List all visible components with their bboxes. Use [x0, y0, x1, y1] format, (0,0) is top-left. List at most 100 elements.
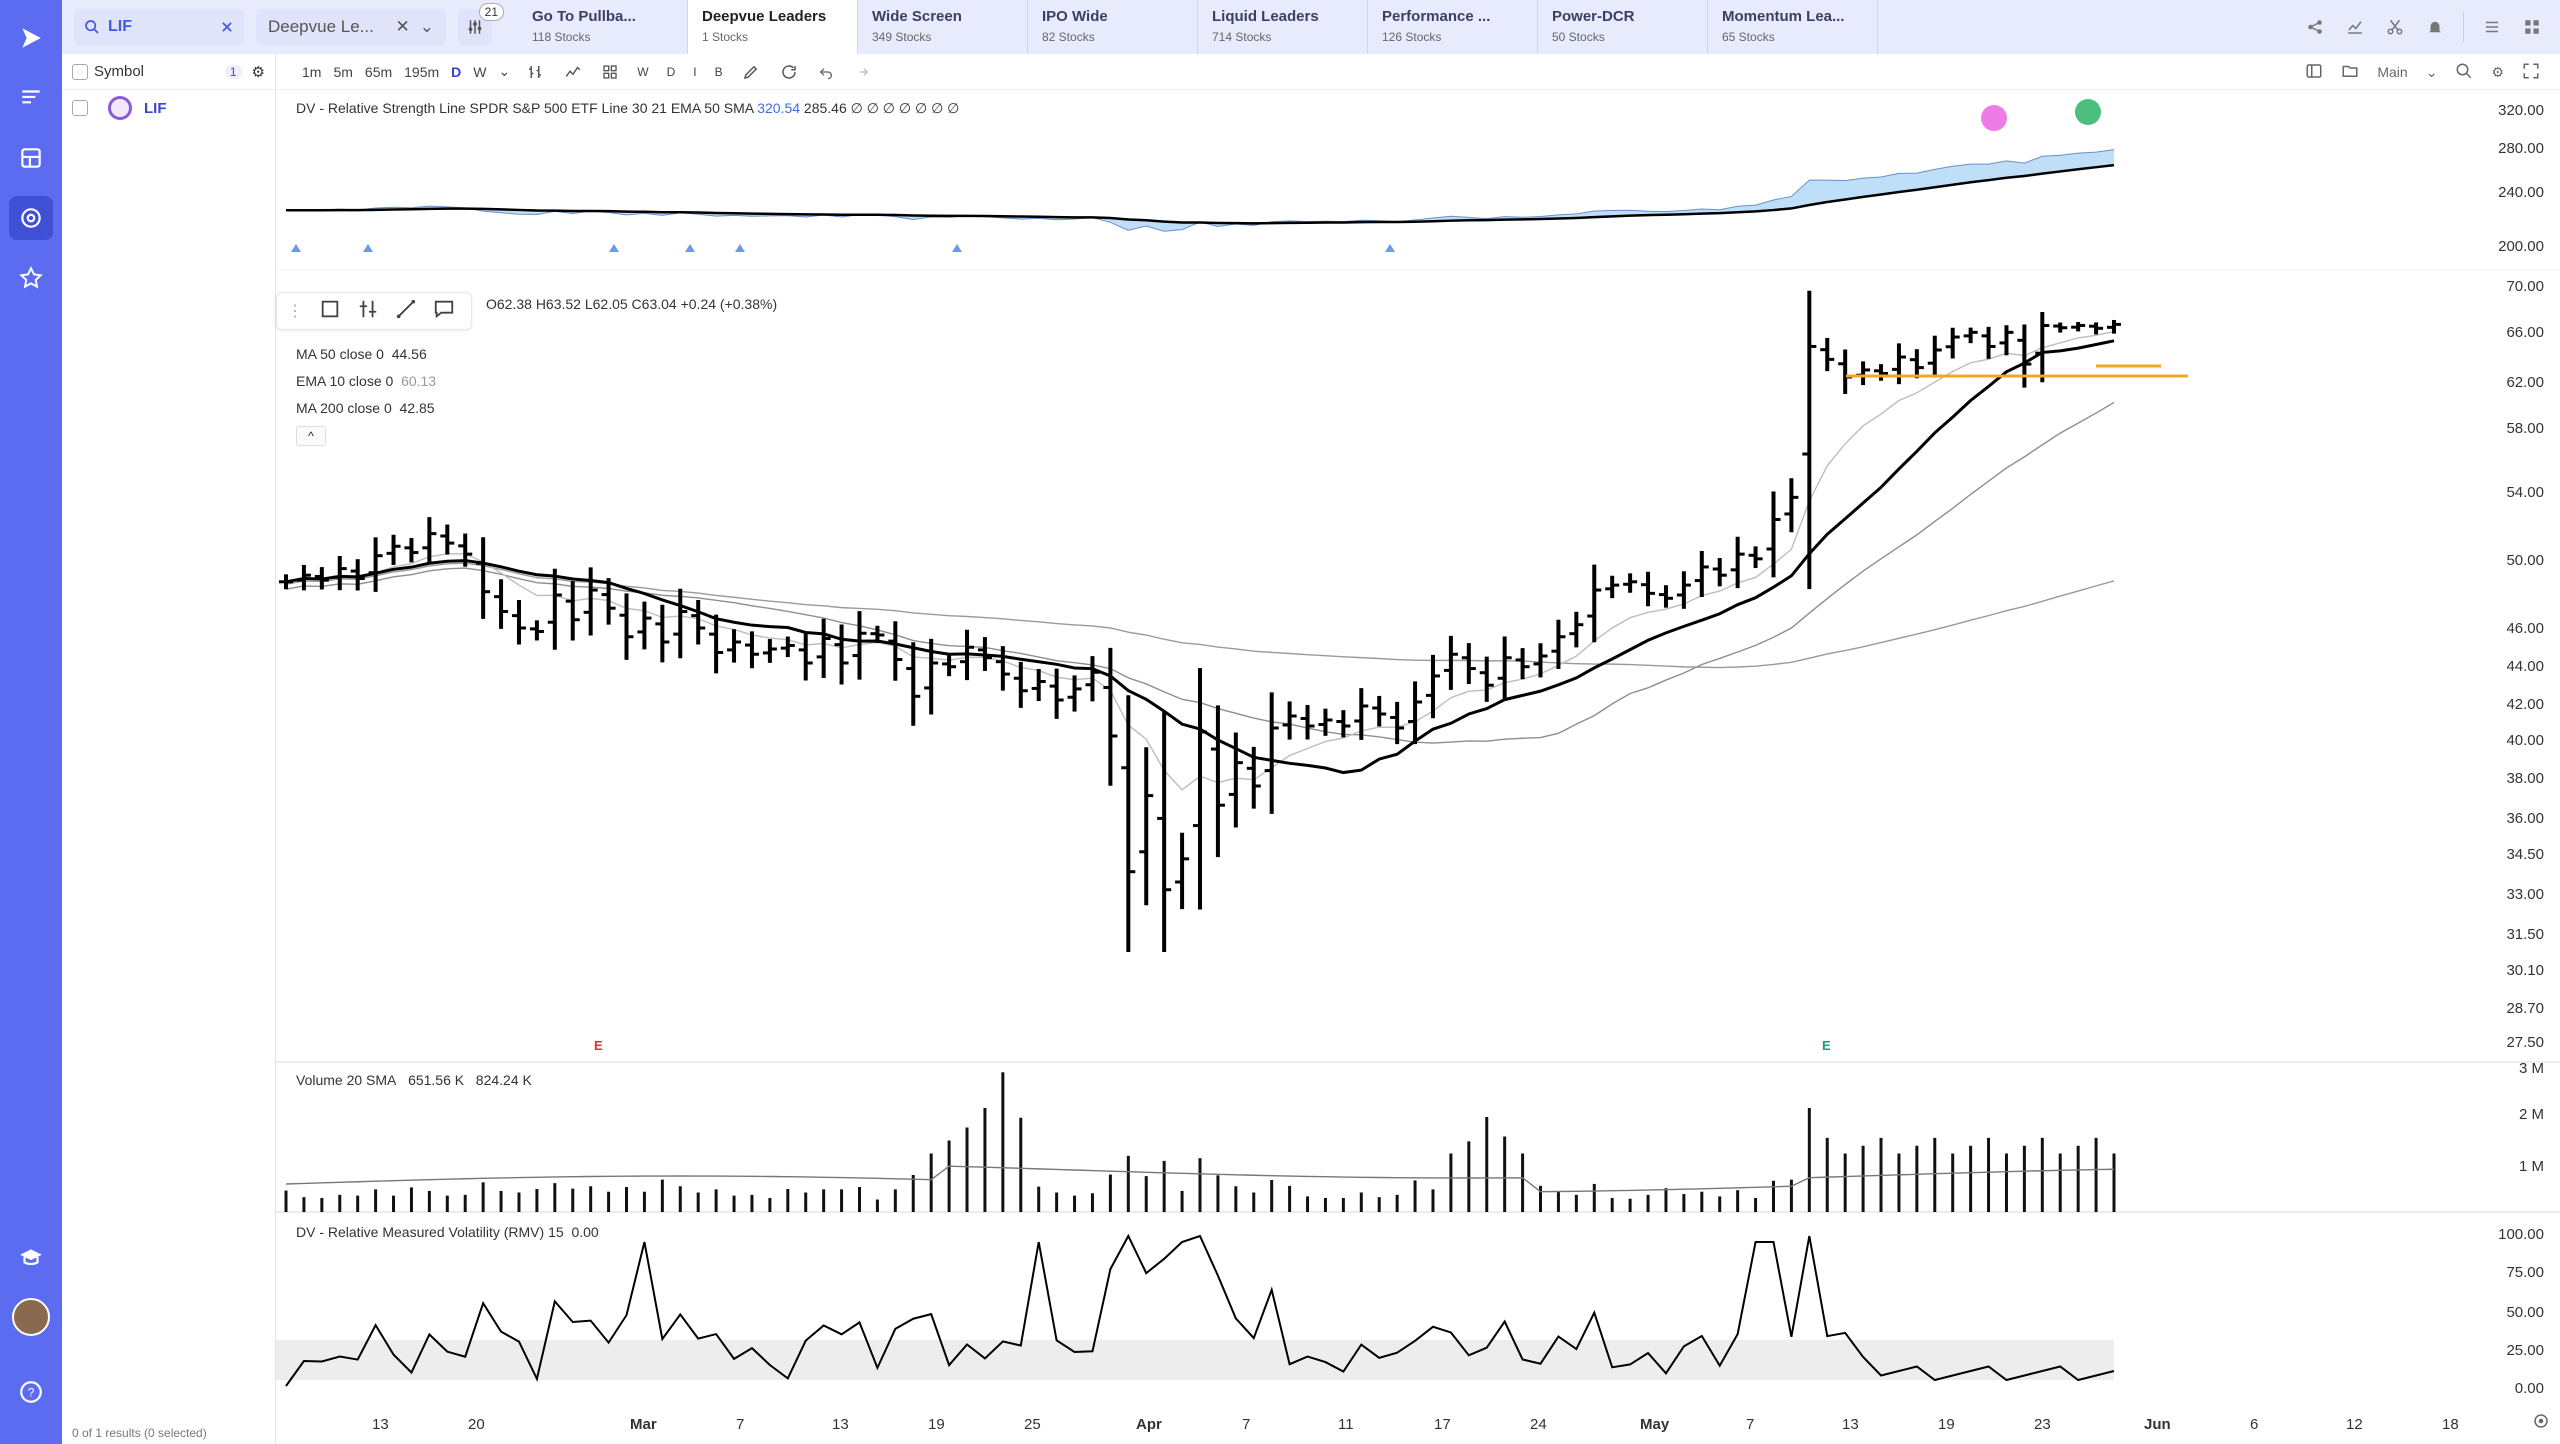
chart-canvas[interactable] [276, 90, 2560, 1422]
zoom-search-icon[interactable] [2455, 62, 2473, 83]
tab-7[interactable]: Momentum Lea... 65 Stocks [1708, 0, 1878, 54]
price-y-tick: 46.00 [2506, 620, 2544, 637]
avatar[interactable] [12, 1298, 50, 1336]
grid-layout-icon[interactable] [9, 136, 53, 180]
price-y-tick: 70.00 [2506, 278, 2544, 295]
volume-value1: 651.56 K [408, 1072, 465, 1088]
rmv-y-tick: 75.00 [2506, 1264, 2544, 1281]
interval-button[interactable]: 195m [404, 63, 440, 80]
tab-1[interactable]: Deepvue Leaders 1 Stocks [688, 0, 858, 54]
interval-button[interactable]: W [473, 63, 487, 80]
tab-4[interactable]: Liquid Leaders 714 Stocks [1198, 0, 1368, 54]
row-checkbox[interactable] [72, 100, 88, 116]
select-all-checkbox[interactable] [72, 63, 88, 80]
menu-lines-icon[interactable] [9, 76, 53, 120]
undo-icon[interactable] [818, 64, 834, 80]
rs-y-tick: 240.00 [2498, 184, 2544, 201]
clear-watchlist-icon[interactable]: ✕ [395, 17, 410, 36]
interval-button[interactable]: 1m [302, 63, 322, 80]
earnings-marker[interactable]: E [1822, 1038, 1831, 1053]
interval-button[interactable]: D [451, 63, 462, 80]
ma50-label: MA 50 close 0 [296, 346, 384, 362]
logo-play-icon[interactable] [9, 16, 53, 60]
refresh-icon[interactable] [780, 63, 798, 81]
filter-button[interactable]: 21 [458, 3, 504, 45]
trendline-tool-icon[interactable] [395, 298, 417, 325]
interval-dropdown-icon[interactable]: ⌄ [498, 63, 511, 79]
collapse-legend-button[interactable]: ^ [296, 426, 326, 446]
rs-legend-value2: 285.46 [803, 100, 847, 116]
bar-mode-button[interactable]: I [693, 64, 697, 79]
note-tool-icon[interactable] [433, 298, 455, 325]
bars-tool-icon[interactable] [357, 298, 379, 325]
x-tick: 17 [1434, 1416, 1451, 1433]
tab-6[interactable]: Power-DCR 50 Stocks [1538, 0, 1708, 54]
filter-count-badge: 21 [478, 3, 504, 21]
layout-icon[interactable] [2305, 62, 2323, 83]
indicators-icon[interactable] [564, 63, 582, 81]
grid-view-icon[interactable] [2512, 7, 2552, 47]
drag-handle-icon[interactable]: ⋮ [287, 303, 303, 320]
list-view-icon[interactable] [2472, 7, 2512, 47]
price-y-tick: 58.00 [2506, 420, 2544, 437]
clear-search-icon[interactable] [220, 20, 234, 34]
tab-count: 118 Stocks [532, 30, 591, 44]
ema10-legend: EMA 10 close 0 60.13 [296, 373, 436, 389]
svg-text:?: ? [28, 1385, 35, 1399]
share-icon[interactable] [2295, 7, 2335, 47]
tab-name: Deepvue Leaders [702, 8, 827, 25]
interval-button[interactable]: 5m [333, 63, 353, 80]
tab-name: Power-DCR [1552, 8, 1635, 25]
tab-0[interactable]: Go To Pullba... 118 Stocks [518, 0, 688, 54]
rs-marker-green [2075, 99, 2101, 125]
tab-name: Wide Screen [872, 8, 962, 25]
interval-button[interactable]: 65m [364, 63, 393, 80]
star-icon[interactable] [9, 256, 53, 300]
graduation-cap-icon[interactable] [9, 1236, 53, 1280]
x-tick: 19 [928, 1416, 945, 1433]
search-input[interactable]: LIF [108, 18, 132, 35]
rs-ema-line [285, 163, 2115, 225]
tab-5[interactable]: Performance ... 126 Stocks [1368, 0, 1538, 54]
rectangle-tool-icon[interactable] [319, 298, 341, 325]
left-rail: ? [0, 0, 62, 1444]
templates-icon[interactable] [602, 64, 618, 80]
layout-name[interactable]: Main [2377, 64, 2408, 80]
chart-settings-icon[interactable]: ⚙ [2491, 63, 2504, 80]
radar-icon[interactable] [9, 196, 53, 240]
tab-count: 82 Stocks [1042, 30, 1095, 44]
folder-icon[interactable] [2341, 62, 2359, 83]
bell-icon[interactable] [2415, 7, 2455, 47]
layout-chevron-icon[interactable]: ⌄ [2425, 63, 2438, 80]
rail-bottom: ? [0, 1220, 62, 1444]
rs-y-tick: 320.00 [2498, 102, 2544, 119]
ema10-label: EMA 10 close 0 [296, 373, 394, 389]
chart-area[interactable]: DV - Relative Strength Line SPDR S&P 500… [276, 90, 2560, 1433]
bar-mode-button[interactable]: W [637, 64, 649, 79]
chart-line-icon[interactable] [2335, 7, 2375, 47]
symbol-count-badge: 1 [224, 64, 242, 79]
bar-type-icon[interactable] [526, 63, 544, 81]
draw-pencil-icon[interactable] [742, 63, 760, 81]
x-tick: 24 [1530, 1416, 1547, 1433]
bar-mode-button[interactable]: D [666, 64, 676, 79]
price-y-tick: 36.00 [2506, 810, 2544, 827]
settings-gear-icon[interactable]: ⚙ [251, 63, 265, 81]
bar-mode-button[interactable]: B [714, 64, 723, 79]
help-icon[interactable]: ? [9, 1370, 53, 1414]
x-tick: 13 [832, 1416, 849, 1433]
volume-value2: 824.24 K [475, 1072, 532, 1088]
tab-2[interactable]: Wide Screen 349 Stocks [858, 0, 1028, 54]
symbol-search[interactable]: LIF [74, 9, 244, 45]
earnings-marker[interactable]: E [594, 1038, 603, 1053]
watchlist-row[interactable]: LIF [62, 90, 275, 126]
fullscreen-icon[interactable] [2522, 62, 2540, 83]
symbol-column-header[interactable]: Symbol [94, 63, 145, 80]
scissors-icon[interactable] [2375, 7, 2415, 47]
redo-icon[interactable] [854, 64, 870, 80]
watchlist-selector[interactable]: Deepvue Le... ✕ ⌄ [256, 9, 446, 45]
ohlc-legend: O62.38 H63.52 L62.05 C63.04 +0.24 (+0.38… [486, 296, 778, 312]
tab-3[interactable]: IPO Wide 82 Stocks [1028, 0, 1198, 54]
time-settings-icon[interactable] [2532, 1412, 2550, 1435]
